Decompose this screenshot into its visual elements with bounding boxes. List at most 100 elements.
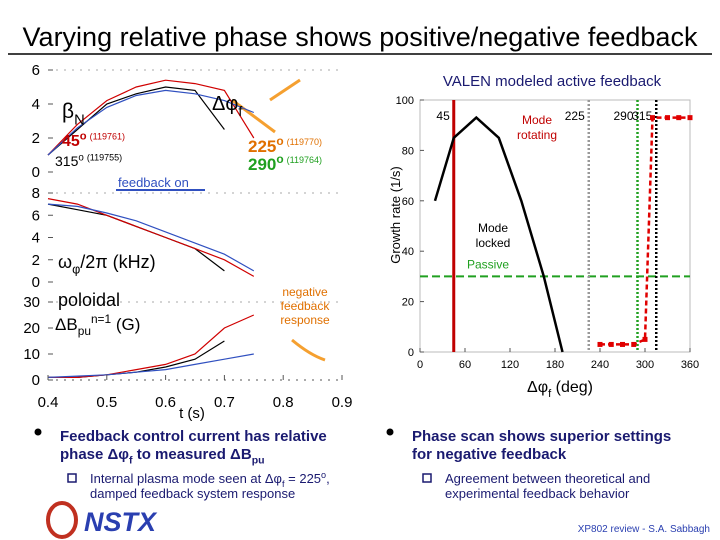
slide-title: Varying relative phase shows positive/ne…	[23, 22, 698, 52]
y-tick-label: 4	[32, 230, 40, 247]
sub-bullet-text: Internal plasma mode seen at Δφf = 225o,	[90, 470, 330, 489]
shot-number: (119770)	[287, 137, 322, 147]
shot-number: (119761)	[90, 132, 125, 142]
text-part: ΔB	[55, 315, 78, 334]
point	[597, 341, 603, 347]
phase-label: 45	[436, 109, 450, 123]
bullet-text: phase Δφf to measured ΔBpu	[60, 446, 265, 467]
text-part: phase Δφ	[60, 446, 129, 463]
x-tick-label: 0	[417, 359, 423, 371]
text-part: o	[276, 152, 283, 166]
x-tick-label: 0.5	[96, 394, 117, 411]
x-tick-label: 0.7	[214, 394, 235, 411]
y-tick-label: 8	[32, 185, 40, 202]
shot-number: (119764)	[287, 155, 322, 165]
x-tick-label: 180	[546, 359, 564, 371]
y-tick-label: 100	[396, 95, 414, 107]
point	[642, 336, 648, 342]
text-part: to measured ΔB	[133, 446, 252, 463]
bullet-dot	[34, 428, 42, 436]
text-part: f	[238, 103, 242, 119]
point	[631, 341, 637, 347]
text-part: Δφ	[527, 379, 548, 396]
text-part: Feedback control current has relative	[60, 428, 327, 445]
y-tick-label: 0	[32, 372, 40, 389]
text-part: (deg)	[551, 379, 593, 396]
y-tick-label: 0	[32, 164, 40, 181]
annotation: rotating	[517, 128, 557, 142]
panel-label: βN	[62, 100, 85, 128]
y-axis-label: Growth rate (1/s)	[388, 166, 403, 264]
y-tick-label: 20	[23, 320, 40, 337]
text-part: β	[62, 100, 74, 123]
y-tick-label: 2	[32, 252, 40, 269]
text-part: o	[276, 134, 283, 148]
text-part: ,	[326, 471, 330, 486]
bullet-text: for negative feedback	[412, 446, 567, 463]
text-part: experimental feedback behavior	[445, 486, 630, 501]
y-tick-label: 4	[32, 96, 40, 113]
bullet-text: Feedback control current has relative	[60, 428, 327, 445]
x-tick-label: 0.4	[38, 394, 59, 411]
x-tick-label: 0.6	[155, 394, 176, 411]
bullets: Feedback control current has relativepha…	[34, 428, 671, 501]
text-part: f	[282, 479, 285, 489]
text-part: Δφ	[212, 93, 238, 115]
trace	[47, 79, 255, 156]
text-part: (G)	[111, 315, 140, 334]
annotation: Δφf	[212, 93, 242, 119]
text-part: = 225	[285, 471, 322, 486]
text-part: for negative feedback	[412, 446, 567, 463]
phase-label: 225	[565, 109, 585, 123]
x-tick-label: 60	[459, 359, 471, 371]
text-part: o	[78, 152, 84, 163]
shot-label: 315o (119755)	[55, 152, 122, 169]
arrow	[291, 338, 326, 362]
text-part: pu	[78, 324, 91, 338]
x-tick-label: 240	[591, 359, 609, 371]
shot-label: 225o (119770)	[248, 134, 322, 156]
text-part: Agreement between theoretical and	[445, 471, 650, 486]
sub-bullet-mark	[422, 473, 432, 483]
arrow	[231, 98, 276, 134]
text-part: f	[548, 388, 552, 400]
sub-bullet-text: Agreement between theoretical and	[445, 471, 650, 486]
trace	[47, 86, 225, 156]
point	[608, 341, 614, 347]
y-tick-label: 10	[23, 346, 40, 363]
chart-title: VALEN modeled active feedback	[443, 73, 662, 90]
annotation: Mode	[522, 113, 552, 127]
y-tick-label: 2	[32, 130, 40, 147]
shot-label: 290o (119764)	[248, 152, 322, 174]
text-part: n=1	[91, 312, 112, 326]
y-tick-label: 20	[402, 297, 414, 309]
y-tick-label: 60	[402, 196, 414, 208]
text-part: 290	[248, 155, 276, 174]
point	[650, 115, 655, 121]
x-axis-label: t (s)	[179, 405, 205, 422]
panel-label: ΔBpun=1 (G)	[55, 312, 140, 338]
text-part: pu	[252, 455, 265, 467]
trace	[47, 89, 255, 156]
y-tick-label: 80	[402, 145, 414, 157]
right-chart: VALEN modeled active feedback 0 20 40 60 80 10…	[388, 73, 699, 400]
sub-bullet-text: experimental feedback behavior	[445, 486, 630, 501]
point	[665, 115, 670, 121]
y-tick-label: 6	[32, 62, 40, 79]
logo-mark	[46, 501, 78, 539]
trace	[47, 198, 255, 277]
text-part: damped feedback system response	[90, 486, 295, 501]
x-tick-label: 360	[681, 359, 699, 371]
shot-label: 45o (119761)	[62, 131, 125, 150]
text-part: 315	[55, 153, 79, 169]
phase-label: 290	[613, 109, 633, 123]
text-part: Phase scan shows superior settings	[412, 428, 671, 445]
sub-bullet-text: damped feedback system response	[90, 486, 295, 501]
series-line	[600, 116, 690, 346]
left-chart: 0 2 4 6 0 2 4 6 8 0 10 20 30 0.4 0.5 0.6 0.7 0.8 0.9 t (s) β…	[23, 62, 352, 422]
text-part: /2π (kHz)	[80, 252, 155, 272]
text-part: Internal plasma mode seen at Δφ	[90, 471, 282, 486]
annotation: response	[280, 313, 330, 327]
x-tick-label: 120	[501, 359, 519, 371]
